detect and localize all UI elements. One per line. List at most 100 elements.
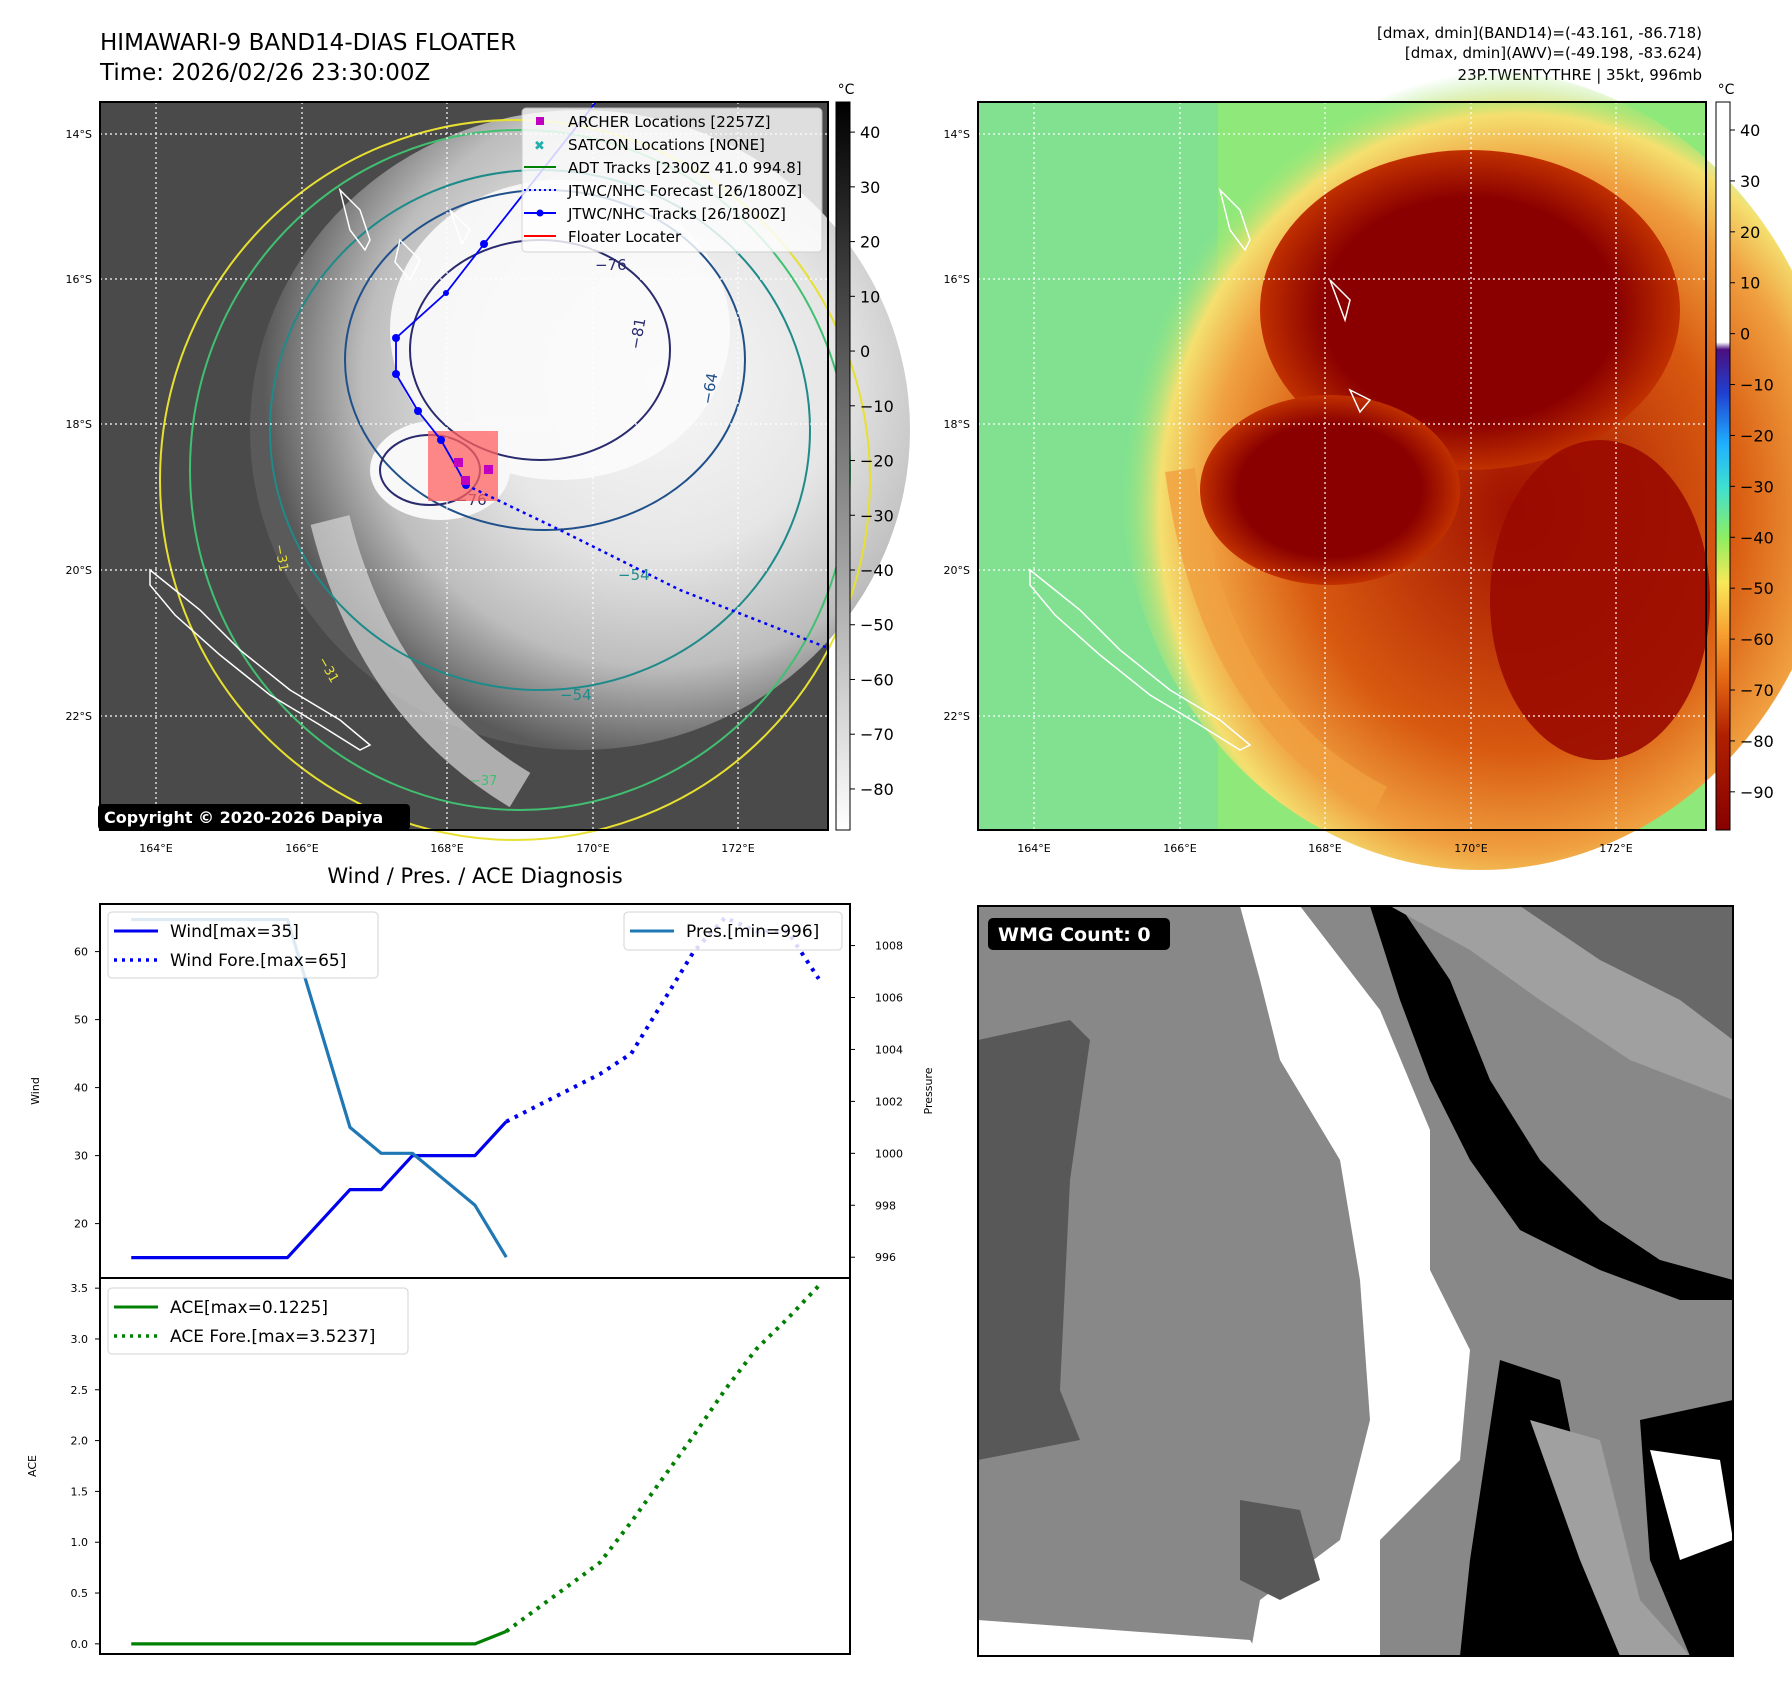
wmg-dark-ne <box>1520 906 1733 1040</box>
colorbar-tick-label: −10 <box>860 397 894 416</box>
colorbar-tick-label: −80 <box>860 780 894 799</box>
lat-label: 16°S <box>66 273 92 286</box>
colorbar-tick-label: −90 <box>1740 783 1774 802</box>
y-tick-label: 60 <box>74 946 88 959</box>
y-tick-label: 3.0 <box>71 1333 89 1346</box>
y-tick-right-label: 1008 <box>875 940 903 953</box>
lat-label: 18°S <box>944 418 970 431</box>
colorbar-tick-label: −20 <box>860 452 894 471</box>
y-tick-right-label: 1006 <box>875 992 903 1005</box>
wmg-image <box>978 906 1733 1656</box>
legend-ace-fore: ACE Fore.[max=3.5237] <box>170 1327 375 1347</box>
copyright-text: Copyright © 2020-2026 Dapiya <box>104 808 383 827</box>
colorbar-tick-label: 10 <box>1740 274 1760 293</box>
colorbar-tick-label: −70 <box>1740 681 1774 700</box>
colorbar-tick-label: −30 <box>1740 477 1774 496</box>
wmg-light-se <box>1530 1420 1690 1656</box>
colorbar-tick-label: −20 <box>1740 426 1774 445</box>
wind-axis-label: Wind <box>29 1077 42 1105</box>
main-title: HIMAWARI-9 BAND14-DIAS FLOATER <box>100 30 516 56</box>
lat-label: 20°S <box>944 564 970 577</box>
contour-label: −81 <box>626 316 649 350</box>
ace-series-group <box>131 1284 821 1646</box>
lon-label: 166°E <box>1163 842 1196 855</box>
archer-location <box>454 458 463 467</box>
coastline-new-caledonia <box>149 568 372 751</box>
lat-label: 14°S <box>944 128 970 141</box>
wmg-panel: WMG Count: 0 <box>977 905 1734 1657</box>
colorbar-tick-label: −50 <box>1740 579 1774 598</box>
legend-marker-tracks-dot <box>536 209 544 217</box>
colorbar-tick-label: −40 <box>860 561 894 580</box>
wind-yticks: 20 30 40 50 60 <box>74 946 100 1231</box>
awv-map-frame <box>977 101 1707 831</box>
ace-axis-label: ACE <box>26 1455 39 1477</box>
contour-label: −31 <box>271 543 291 573</box>
awv-map-panel: 14°S 16°S 18°S 20°S 22°S 164°E 166°E 168… <box>944 70 1792 870</box>
wmg-count-badge <box>988 918 1170 950</box>
lat-label: 16°S <box>944 273 970 286</box>
wmg-black-band-2 <box>1460 1360 1620 1656</box>
y-tick-label: 0.0 <box>71 1638 89 1651</box>
archer-location <box>461 476 470 485</box>
legend-marker-satcon: ✖ <box>534 139 545 154</box>
colorbar-tick-label: 0 <box>860 342 870 361</box>
lon-label: 166°E <box>285 842 318 855</box>
y-tick-label: 40 <box>74 1082 88 1095</box>
info-band14: [dmax, dmin](BAND14)=(-43.161, -86.718) <box>1377 24 1702 42</box>
lat-label: 14°S <box>66 128 92 141</box>
y-tick-label: 3.5 <box>71 1282 89 1295</box>
lon-label: 172°E <box>1599 842 1632 855</box>
colorbar-tick-label: 40 <box>860 123 880 142</box>
legend-pressure: Pres.[min=996] <box>686 922 819 942</box>
y-tick-right-label: 996 <box>875 1251 896 1264</box>
ir-rainband <box>310 515 531 808</box>
wind-legend-box <box>107 911 379 979</box>
wmg-white-se <box>1650 1450 1733 1560</box>
colorbar-tick-label: −30 <box>860 506 894 525</box>
archer-location <box>484 465 493 474</box>
legend-item-floater: Floater Locater <box>568 228 682 246</box>
main-timestamp: Time: 2026/02/26 23:30:00Z <box>99 60 430 86</box>
ir-map-frame <box>99 101 829 831</box>
ir-colorbar-unit: °C <box>838 82 855 98</box>
contour-label: −54 <box>618 566 650 584</box>
ir-lon-labels: 164°E 166°E 168°E 170°E 172°E <box>139 842 754 855</box>
contour-31 <box>159 119 871 841</box>
awv-dry-core-north <box>1260 150 1680 470</box>
legend-item-tracks: JTWC/NHC Tracks [26/1800Z] <box>567 205 786 223</box>
y-tick-label: 0.5 <box>71 1587 89 1600</box>
awv-band <box>1165 468 1387 814</box>
lat-label: 22°S <box>944 710 970 723</box>
legend-item-forecast: JTWC/NHC Forecast [26/1800Z] <box>567 182 802 200</box>
lon-label: 168°E <box>430 842 463 855</box>
wmg-black-band-1 <box>1370 906 1733 1300</box>
legend-item-adt: ADT Tracks [2300Z 41.0 994.8] <box>568 159 802 177</box>
y-tick-label: 1.5 <box>71 1485 89 1498</box>
copyright-badge <box>98 804 410 830</box>
awv-lat-labels: 14°S 16°S 18°S 20°S 22°S <box>944 128 970 723</box>
ace-chart: ACE 0.0 0.5 1.0 1.5 2.0 2.5 3.0 3.5 ACE[max=0.1… <box>26 1277 851 1655</box>
lat-label: 22°S <box>66 710 92 723</box>
colorbar-tick-label: 40 <box>1740 121 1760 140</box>
map-legend-box <box>521 107 823 253</box>
colorbar-tick-label: −60 <box>860 670 894 689</box>
colorbar-tick-label: −70 <box>860 725 894 744</box>
wmg-dark-west <box>978 1020 1090 1460</box>
ir-colorbar <box>835 101 851 831</box>
awv-dry-core-south <box>1200 395 1460 585</box>
lon-label: 168°E <box>1308 842 1341 855</box>
colorbar-tick-label: 20 <box>1740 223 1760 242</box>
series-line-ace-max- <box>131 1629 507 1646</box>
map-legend: ARCHER Locations [2257Z] ✖ SATCON Locati… <box>521 107 823 253</box>
legend-ace: ACE[max=0.1225] <box>170 1298 328 1318</box>
lat-label: 20°S <box>66 564 92 577</box>
awv-map-grid <box>978 102 1706 830</box>
legend-item-satcon: SATCON Locations [NONE] <box>568 136 765 154</box>
coastline-vanuatu <box>338 187 471 282</box>
colorbar-tick-label: −80 <box>1740 732 1774 751</box>
y-tick-label: 2.0 <box>71 1435 89 1448</box>
pressure-legend-box <box>623 911 843 951</box>
lon-label: 172°E <box>721 842 754 855</box>
